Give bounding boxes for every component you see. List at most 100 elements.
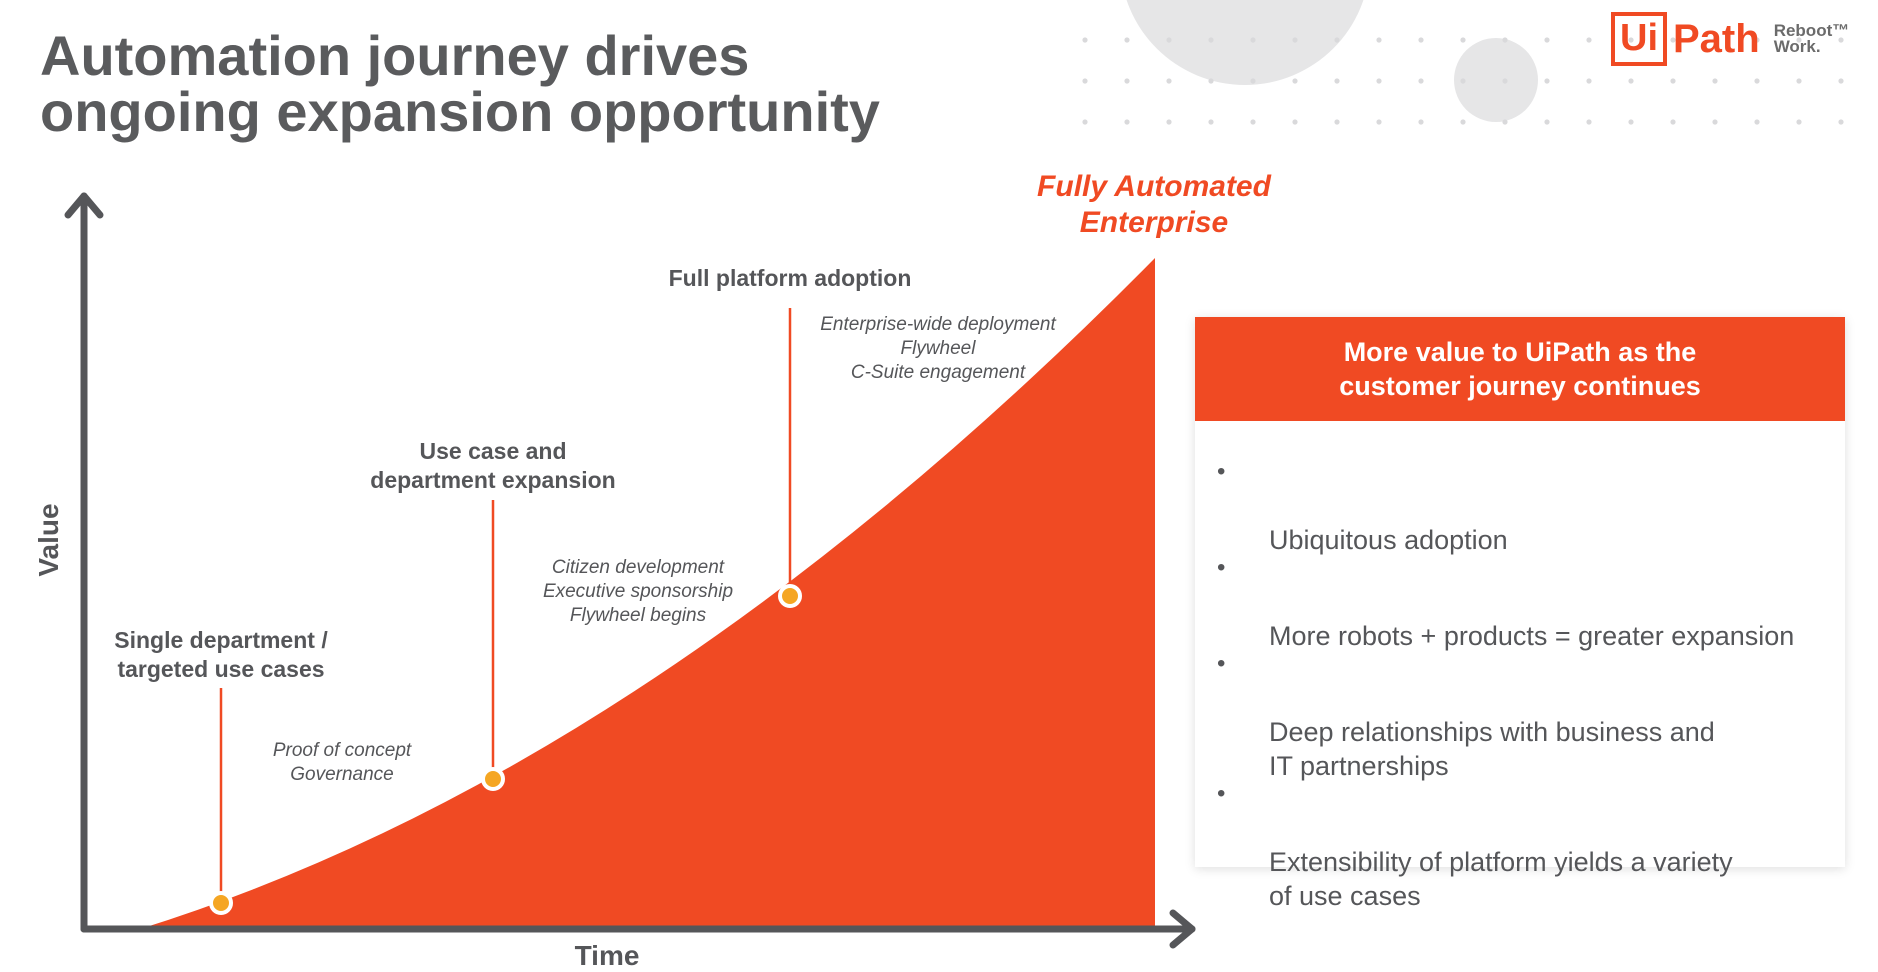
bullet-icon: • xyxy=(1217,458,1226,485)
decorative-dot xyxy=(1334,37,1340,43)
decorative-dot xyxy=(1628,78,1634,84)
stage-3-note: C-Suite engagement xyxy=(851,362,1026,383)
y-axis-label: Value xyxy=(33,503,64,576)
stage-3-note: Flywheel xyxy=(901,338,977,359)
decorative-dot xyxy=(1376,119,1382,125)
decorative-dot xyxy=(1250,119,1256,125)
axes xyxy=(64,192,1196,949)
decorative-dot xyxy=(1166,78,1172,84)
stage-2-note: Flywheel begins xyxy=(570,605,707,626)
list-item: • Deep relationships with business and I… xyxy=(1195,647,1845,783)
decorative-dot xyxy=(1376,37,1382,43)
logo-path-text: Path xyxy=(1673,16,1760,61)
peak-label-line1: Fully Automated xyxy=(1037,170,1272,203)
list-item-text: Deep relationships with business and IT … xyxy=(1269,717,1715,781)
stage-3-title-line1: Full platform adoption xyxy=(669,265,912,291)
x-axis-arrow-icon xyxy=(1169,909,1196,949)
decorative-dot xyxy=(1670,78,1676,84)
decorative-dot xyxy=(1796,78,1802,84)
decorative-dot xyxy=(1838,78,1844,84)
decorative-dot xyxy=(1292,78,1298,84)
slide-title-line1: Automation journey drives xyxy=(40,24,749,87)
stage-3-note: Enterprise-wide deployment xyxy=(820,314,1056,335)
bullet-icon: • xyxy=(1217,780,1226,807)
uipath-logo: Ui Path Reboot™ Work. xyxy=(1611,12,1849,66)
stage-1-note: Proof of concept xyxy=(273,740,412,761)
decorative-dot xyxy=(1838,119,1844,125)
stage-3-marker xyxy=(778,584,802,608)
list-item: • More robots + products = greater expan… xyxy=(1195,551,1845,653)
stage-1: Single department / targeted use cases P… xyxy=(114,627,412,915)
decorative-dot xyxy=(1124,78,1130,84)
decorative-dot xyxy=(1208,78,1214,84)
stage-1-title-line1: Single department / xyxy=(114,627,328,653)
y-axis-arrow-icon xyxy=(64,192,104,219)
decorative-dot xyxy=(1502,78,1508,84)
decorative-dot xyxy=(1544,119,1550,125)
decorative-dot xyxy=(1460,119,1466,125)
decorative-dot xyxy=(1250,78,1256,84)
decorative-dot xyxy=(1712,78,1718,84)
value-panel: More value to UiPath as the customer jou… xyxy=(1195,317,1845,911)
decorative-dot xyxy=(1250,37,1256,43)
decorative-dot xyxy=(1712,119,1718,125)
decorative-dot xyxy=(1796,37,1802,43)
decorative-dot xyxy=(1208,37,1214,43)
stage-2-marker xyxy=(481,767,505,791)
slide-title-line2: ongoing expansion opportunity xyxy=(40,80,880,143)
bullet-icon: • xyxy=(1217,554,1226,581)
decorative-dot xyxy=(1166,37,1172,43)
decorative-dot xyxy=(1628,37,1634,43)
stage-1-title-line2: targeted use cases xyxy=(117,656,324,682)
panel-header: More value to UiPath as the customer jou… xyxy=(1195,317,1845,421)
decorative-dot xyxy=(1754,37,1760,43)
stage-1-marker xyxy=(209,891,233,915)
stage-1-note: Governance xyxy=(290,764,394,785)
decorative-dot xyxy=(1670,37,1676,43)
decorative-dot xyxy=(1502,37,1508,43)
decorative-dot xyxy=(1124,119,1130,125)
decorative-dot xyxy=(1670,119,1676,125)
list-item-text: More robots + products = greater expansi… xyxy=(1269,621,1795,651)
decorative-dot xyxy=(1754,78,1760,84)
peak-label-line2: Enterprise xyxy=(1080,206,1228,239)
stage-3: Full platform adoption Enterprise-wide d… xyxy=(669,265,1056,608)
decorative-dot xyxy=(1376,78,1382,84)
list-item: • Ubiquitous adoption xyxy=(1195,455,1845,557)
growth-area xyxy=(140,258,1155,929)
decorative-dot xyxy=(1712,37,1718,43)
logo-ui-box: Ui xyxy=(1611,12,1667,66)
stage-2-title-line1: Use case and xyxy=(419,438,566,464)
bullet-icon: • xyxy=(1217,650,1226,677)
decorative-dot xyxy=(1208,119,1214,125)
stage-2: Use case and department expansion Citize… xyxy=(370,438,733,791)
decorative-dot xyxy=(1838,37,1844,43)
decorative-dot xyxy=(1586,119,1592,125)
decorative-dot xyxy=(1334,78,1340,84)
decorative-dot xyxy=(1292,37,1298,43)
decorative-dot xyxy=(1418,78,1424,84)
decorative-dot xyxy=(1418,37,1424,43)
decorative-dot xyxy=(1754,119,1760,125)
decorative-background xyxy=(1082,0,1844,125)
decorative-dot xyxy=(1166,119,1172,125)
list-item: • Extensibility of platform yields a var… xyxy=(1195,777,1845,913)
decorative-dot xyxy=(1544,37,1550,43)
decorative-dot xyxy=(1628,119,1634,125)
decorative-dot xyxy=(1460,37,1466,43)
x-axis-label: Time xyxy=(575,940,640,971)
decorative-dot xyxy=(1502,119,1508,125)
decorative-dot xyxy=(1124,37,1130,43)
decorative-dot xyxy=(1544,78,1550,84)
stage-2-note: Citizen development xyxy=(552,557,725,578)
stage-2-title-line2: department expansion xyxy=(370,467,615,493)
decorative-dot xyxy=(1586,37,1592,43)
list-item-text: Ubiquitous adoption xyxy=(1269,525,1508,555)
logo-tagline: Reboot™ Work. xyxy=(1773,21,1850,56)
list-item-text: Extensibility of platform yields a varie… xyxy=(1269,847,1733,911)
stage-2-note: Executive sponsorship xyxy=(543,581,733,602)
decorative-dot xyxy=(1292,119,1298,125)
decorative-dot xyxy=(1082,78,1088,84)
decorative-dot xyxy=(1082,37,1088,43)
